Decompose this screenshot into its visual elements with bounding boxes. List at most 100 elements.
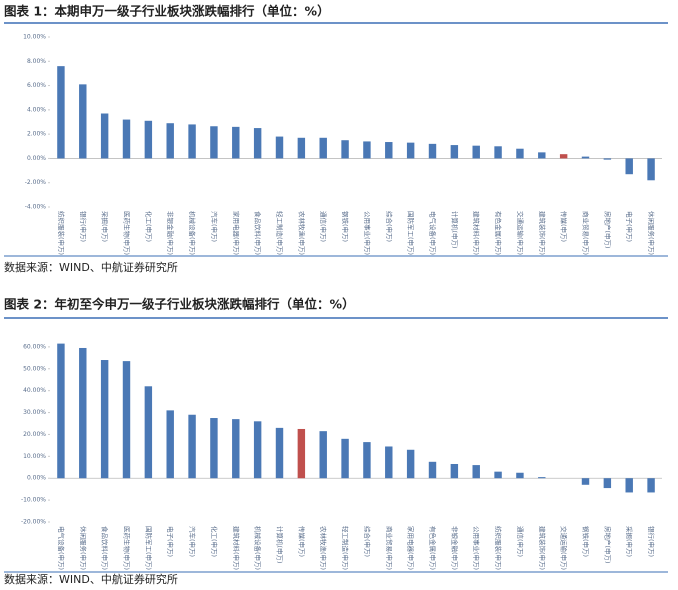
bar — [472, 145, 480, 159]
bar — [341, 140, 349, 159]
x-tick-label: 休闲服务(申万) — [79, 526, 88, 570]
figure-title: 图表 2：年初至今申万一级子行业板块涨跌幅排行（单位：%） — [4, 297, 355, 312]
x-tick-label: 交通运输(申万) — [516, 211, 525, 255]
x-tick-label: 纺织服装(申万) — [494, 526, 503, 570]
y-tick-label: 50.00% — [23, 365, 46, 372]
bar — [232, 419, 240, 479]
bar — [406, 449, 415, 479]
x-tick-label: 房地产(申万) — [603, 526, 612, 564]
bar — [100, 113, 109, 159]
x-tick-label: 传媒(申万) — [560, 211, 569, 242]
bar — [385, 446, 393, 479]
x-tick-label: 电气设备(申万) — [429, 211, 438, 255]
x-tick-label: 电气设备(申万) — [57, 526, 66, 570]
x-tick-label: 交通运输(申万) — [560, 526, 569, 570]
x-tick-label: 银行(申万) — [79, 211, 88, 242]
x-tick-label: 建筑材料(申万) — [232, 526, 241, 570]
x-tick-label: 钢铁(申万) — [582, 526, 591, 557]
x-tick-label: 化工(申万) — [144, 211, 153, 242]
x-tick-label: 采掘(申万) — [625, 526, 634, 557]
bar — [406, 142, 415, 159]
x-tick-label: 医药生物(申万) — [123, 211, 132, 255]
figure-title: 图表 1：本期申万一级子行业板块涨跌幅排行（单位：%） — [4, 4, 330, 19]
x-tick-label: 建筑装饰(申万) — [538, 211, 547, 255]
bar — [603, 158, 612, 160]
bar — [210, 418, 218, 479]
x-tick-label: 有色金属(申万) — [494, 211, 503, 255]
bar — [581, 156, 590, 159]
source-note: 数据来源：WIND、中航证券研究所 — [4, 260, 178, 274]
x-tick-label: 国防军工(申万) — [407, 211, 416, 255]
x-tick-label: 家用电器(申万) — [407, 526, 416, 570]
bar — [297, 137, 306, 159]
x-tick-label: 房地产(申万) — [603, 211, 612, 249]
bar — [57, 343, 65, 479]
x-tick-label: 综合(申万) — [363, 526, 372, 557]
x-tick-label: 通信(申万) — [516, 526, 525, 557]
x-tick-label: 机械设备(申万) — [188, 211, 197, 255]
x-tick-label: 食品饮料(申万) — [254, 211, 263, 255]
x-tick-label: 计算机(申万) — [276, 526, 285, 564]
bar — [363, 141, 371, 159]
bar — [494, 146, 502, 159]
x-tick-label: 非银金融(申万) — [450, 526, 459, 570]
y-tick-label: -2.00% — [25, 179, 47, 186]
y-tick-label: 4.00% — [27, 106, 46, 113]
x-tick-label: 有色金属(申万) — [429, 526, 438, 570]
y-tick-label: 30.00% — [23, 409, 46, 416]
bar — [297, 428, 306, 479]
x-tick-label: 化工(申万) — [210, 526, 219, 557]
bar — [538, 477, 546, 479]
bar — [516, 148, 524, 159]
x-tick-label: 综合(申万) — [385, 211, 394, 242]
bar — [581, 478, 590, 485]
bar — [166, 410, 174, 479]
y-tick-label: 8.00% — [27, 58, 46, 65]
y-tick-label: 0.00% — [27, 475, 46, 482]
bar — [647, 158, 655, 181]
bar — [319, 137, 327, 159]
x-tick-label: 钢铁(申万) — [341, 211, 350, 242]
x-tick-label: 计算机(申万) — [450, 211, 459, 249]
x-tick-label: 非银金融(申万) — [166, 211, 175, 255]
x-tick-label: 银行(申万) — [647, 526, 656, 557]
x-tick-label: 休闲服务(申万) — [647, 211, 656, 255]
bar — [79, 347, 87, 479]
bar — [275, 427, 284, 479]
bar — [450, 145, 459, 159]
x-tick-label: 家用电器(申万) — [232, 211, 241, 255]
bar — [450, 463, 459, 479]
source-note: 数据来源：WIND、中航证券研究所 — [4, 572, 178, 586]
bar — [428, 461, 437, 479]
x-tick-label: 轻工制造(申万) — [276, 211, 285, 255]
x-tick-label: 建筑装饰(申万) — [538, 526, 547, 570]
x-tick-label: 机械设备(申万) — [254, 526, 263, 570]
x-tick-label: 通信(申万) — [319, 211, 328, 242]
bar — [603, 478, 612, 489]
x-tick-label: 汽车(申万) — [188, 526, 197, 557]
x-tick-label: 建筑材料(申万) — [472, 211, 481, 255]
y-tick-label: 20.00% — [23, 431, 46, 438]
x-tick-label: 商业贸易(申万) — [582, 211, 591, 255]
x-tick-label: 采掘(申万) — [101, 211, 110, 242]
bar — [144, 386, 153, 479]
bar — [494, 471, 502, 479]
x-tick-label: 农林牧渔(申万) — [319, 526, 328, 570]
y-tick-label: 60.00% — [23, 343, 46, 350]
x-tick-label: 商业贸易(申万) — [385, 526, 394, 570]
x-tick-label: 电子(申万) — [166, 526, 175, 557]
bar — [188, 414, 196, 479]
x-tick-label: 公用事业(申万) — [363, 211, 372, 255]
x-tick-label: 纺织服装(申万) — [57, 211, 66, 255]
bar — [122, 361, 131, 479]
bar — [538, 152, 546, 159]
y-tick-label: -10.00% — [21, 497, 46, 504]
bar — [319, 431, 327, 479]
bar — [122, 119, 131, 159]
x-tick-label: 农林牧渔(申万) — [297, 211, 306, 255]
y-tick-label: 0.00% — [27, 155, 46, 162]
x-tick-label: 传媒(申万) — [297, 526, 306, 557]
y-tick-label: 2.00% — [27, 131, 46, 138]
bar — [144, 120, 153, 159]
